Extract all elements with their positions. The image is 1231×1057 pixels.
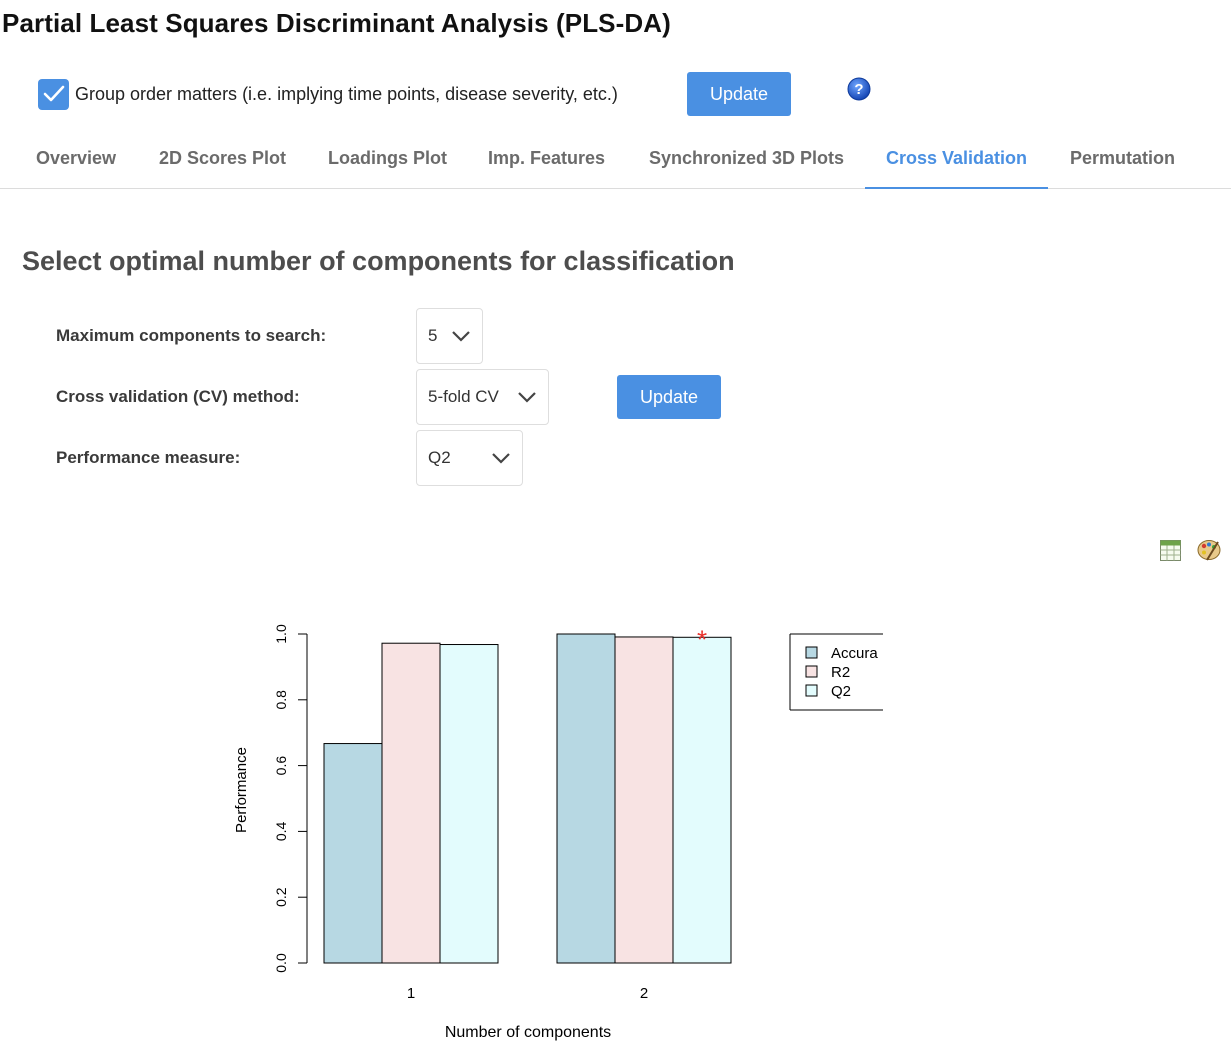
- bar-accura-2: [556, 633, 616, 964]
- table-icon[interactable]: [1160, 540, 1181, 561]
- legend-swatch: [805, 665, 818, 678]
- y-tick-label: 0.4: [273, 821, 289, 841]
- performance-measure-label: Performance measure:: [56, 448, 241, 467]
- page-title: Partial Least Squares Discriminant Analy…: [2, 8, 671, 38]
- legend-swatch: [805, 646, 818, 659]
- y-tick-label: 0.8: [273, 690, 289, 710]
- tab-loadings-plot[interactable]: Loadings Plot: [328, 148, 447, 168]
- x-tick-label: 2: [640, 985, 648, 1002]
- x-axis-title: Number of components: [445, 1024, 611, 1041]
- group-order-row: Group order matters (i.e. implying time …: [38, 78, 618, 110]
- tab-imp-features[interactable]: Imp. Features: [488, 148, 606, 168]
- palette-icon[interactable]: [1197, 539, 1221, 561]
- max-components-label: Maximum components to search:: [56, 326, 327, 345]
- checkmark-icon: [43, 85, 64, 102]
- update-button[interactable]: Update: [687, 72, 791, 116]
- section-title: Select optimal number of components for …: [22, 246, 735, 276]
- bar-q2-1: [439, 644, 499, 964]
- tab-bar: Overview 2D Scores Plot Loadings Plot Im…: [0, 138, 1231, 189]
- chevron-down-icon: [452, 331, 470, 342]
- y-tick-label: 0.6: [273, 756, 289, 776]
- performance-measure-value: Q2: [428, 448, 451, 467]
- chevron-down-icon: [492, 453, 510, 464]
- svg-text:?: ?: [854, 81, 863, 98]
- y-tick-label: 0.0: [273, 953, 289, 973]
- group-order-checkbox[interactable]: [38, 78, 69, 110]
- cv-method-label: Cross validation (CV) method:: [56, 387, 300, 406]
- max-components-select[interactable]: 5: [416, 308, 483, 364]
- bar-accura-1: [323, 743, 383, 964]
- y-axis-title: Performance: [233, 747, 250, 833]
- chevron-down-icon: [518, 392, 536, 403]
- tab-cross-validation[interactable]: Cross Validation: [865, 138, 1048, 189]
- max-components-value: 5: [428, 326, 438, 345]
- bar-r2-2: [614, 636, 674, 964]
- y-tick-label: 0.2: [273, 887, 289, 907]
- tab-overview[interactable]: Overview: [36, 148, 117, 168]
- legend-label: Q2: [831, 683, 851, 700]
- bar-r2-1: [381, 642, 441, 964]
- legend-label: R2: [831, 664, 850, 681]
- legend-label: Accura: [831, 645, 878, 662]
- tab-synchronized-3d-plots[interactable]: Synchronized 3D Plots: [649, 148, 845, 168]
- legend-swatch: [805, 684, 818, 697]
- group-order-label: Group order matters (i.e. implying time …: [75, 83, 618, 104]
- x-tick-label: 1: [407, 985, 415, 1002]
- question-circle-icon[interactable]: ?: [847, 77, 871, 101]
- cv-method-select[interactable]: 5-fold CV: [416, 369, 549, 425]
- cv-method-value: 5-fold CV: [428, 387, 499, 406]
- cv-update-button[interactable]: Update: [617, 375, 721, 419]
- y-tick-label: 1.0: [273, 624, 289, 644]
- tab-permutation[interactable]: Permutation: [1070, 148, 1176, 168]
- bar-q2-2: [672, 636, 732, 964]
- tab-2d-scores-plot[interactable]: 2D Scores Plot: [159, 148, 287, 168]
- performance-measure-select[interactable]: Q2: [416, 430, 523, 486]
- best-marker: *: [697, 624, 707, 654]
